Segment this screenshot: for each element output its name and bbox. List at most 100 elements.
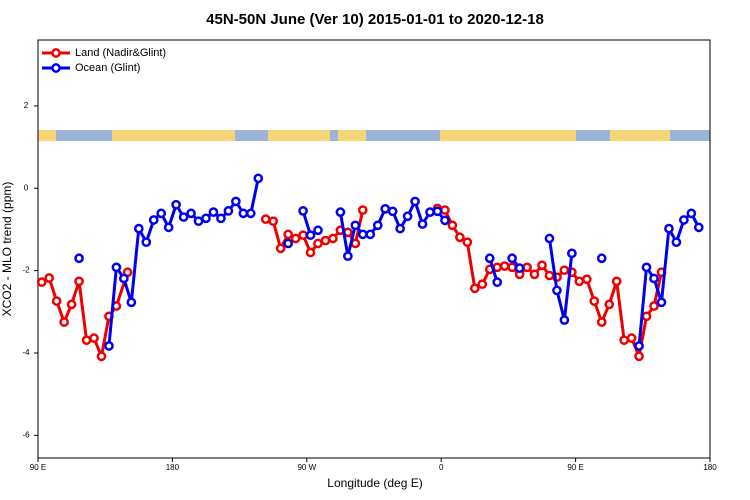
data-point [626, 333, 637, 344]
data-point [238, 208, 249, 219]
data-point [313, 225, 323, 236]
band-land [338, 130, 366, 141]
data-point [178, 212, 189, 222]
data-point [455, 232, 465, 243]
data-point [484, 253, 495, 264]
data-point [529, 269, 540, 280]
data-point [581, 274, 592, 285]
data-point [514, 263, 525, 273]
y-tick-label: 2 [24, 101, 29, 110]
data-point [402, 211, 413, 222]
data-point [395, 223, 405, 234]
data-point [589, 296, 600, 306]
data-point [343, 251, 353, 262]
data-point [51, 296, 62, 306]
data-point [537, 260, 547, 271]
chart-title: 45N-50N June (Ver 10) 2015-01-01 to 2020… [206, 11, 544, 28]
data-point [36, 277, 47, 288]
data-point [141, 237, 152, 248]
data-point [66, 299, 77, 310]
data-point [133, 223, 144, 234]
data-point [574, 276, 585, 287]
data-point [604, 299, 615, 310]
data-point [372, 220, 383, 231]
data-point [596, 253, 607, 264]
data-point [567, 248, 577, 259]
data-point [417, 219, 428, 229]
data-point [245, 208, 256, 219]
y-tick-label: -6 [22, 430, 30, 439]
data-point [223, 206, 234, 216]
band-land [38, 130, 56, 141]
data-point [469, 283, 480, 294]
data-point [208, 207, 219, 217]
data-point [275, 243, 286, 254]
legend-marker [51, 48, 61, 58]
data-point [298, 206, 308, 216]
data-point [544, 270, 555, 281]
data-point [357, 229, 368, 240]
data-point [634, 341, 644, 351]
data-point [320, 235, 331, 246]
data-point [119, 273, 129, 284]
data-point [171, 199, 181, 210]
data-point [641, 262, 652, 273]
data-point [499, 261, 510, 271]
data-point [619, 335, 629, 346]
data-point [350, 220, 361, 231]
data-point [126, 297, 137, 308]
x-tick-label: 90 E [567, 463, 583, 472]
data-point [559, 315, 570, 325]
data-point [216, 213, 226, 224]
plot-frame [37, 39, 711, 459]
legend: Land (Nadir&Glint) Ocean (Glint) [42, 47, 166, 74]
x-tick-label: 90 W [297, 463, 316, 472]
data-point [268, 216, 279, 227]
data-point [440, 205, 450, 215]
data-point [260, 214, 271, 224]
y-tick-label: -4 [22, 348, 30, 357]
legend-marker [51, 63, 61, 73]
data-point [104, 341, 114, 351]
x-tick-label: 180 [166, 463, 180, 472]
data-point [522, 262, 532, 273]
data-point [328, 233, 338, 244]
data-point [305, 230, 316, 241]
data-point [357, 205, 368, 215]
data-point [447, 220, 458, 231]
series-line [547, 238, 574, 321]
data-point [365, 229, 376, 240]
y-tick-label: 0 [24, 183, 29, 192]
data-point [649, 273, 659, 284]
data-point [163, 222, 174, 233]
data-point [634, 351, 644, 362]
data-point [74, 253, 84, 264]
data-point [283, 238, 293, 249]
data-point [253, 173, 264, 184]
data-point [156, 208, 167, 219]
data-point [611, 276, 622, 287]
data-point [290, 233, 301, 244]
data-point [313, 238, 323, 249]
data-point [641, 311, 652, 322]
data-point [410, 196, 420, 207]
data-point [193, 216, 204, 227]
data-point [679, 215, 689, 225]
data-point [298, 230, 308, 241]
data-point [656, 297, 667, 308]
y-tick-label: -2 [22, 266, 30, 275]
data-point [693, 222, 704, 233]
data-point [425, 207, 435, 217]
y-axis-label: XCO2 - MLO trend (ppm) [0, 182, 14, 317]
band-ocean [38, 130, 710, 141]
band-land [112, 130, 235, 141]
data-point [380, 203, 391, 214]
legend-label: Land (Nadir&Glint) [75, 47, 166, 59]
data-point [507, 253, 517, 264]
data-point [44, 273, 55, 283]
data-point [686, 208, 697, 219]
x-tick-label: 180 [703, 463, 717, 472]
data-point [59, 317, 69, 327]
data-point [387, 206, 398, 217]
